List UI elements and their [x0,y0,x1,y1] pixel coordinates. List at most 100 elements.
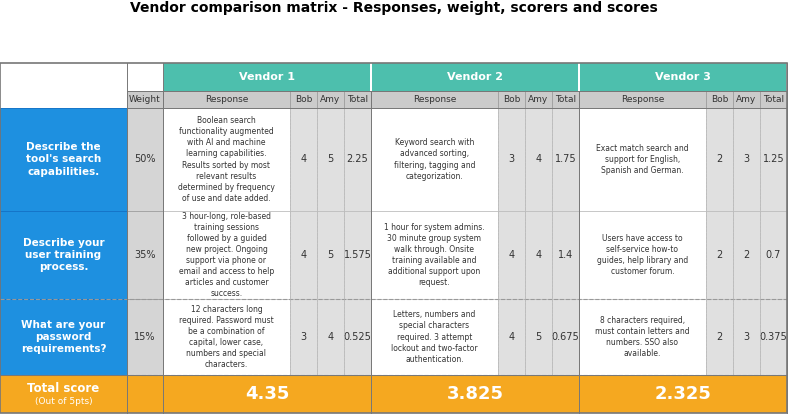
FancyBboxPatch shape [733,211,760,299]
FancyBboxPatch shape [525,299,552,375]
FancyBboxPatch shape [552,91,579,108]
Text: 0.525: 0.525 [344,332,371,342]
FancyBboxPatch shape [525,108,552,211]
FancyBboxPatch shape [760,108,787,211]
FancyBboxPatch shape [498,108,525,211]
Text: Total: Total [763,95,784,104]
Text: 1 hour for system admins.
30 minute group system
walk through. Onsite
training a: 1 hour for system admins. 30 minute grou… [385,223,485,287]
FancyBboxPatch shape [579,211,706,299]
Text: 35%: 35% [134,250,156,260]
Text: 15%: 15% [134,332,156,342]
Text: 3: 3 [508,154,515,164]
Text: Vendor 3: Vendor 3 [655,72,711,82]
FancyBboxPatch shape [579,299,706,375]
Text: 4: 4 [535,250,541,260]
FancyBboxPatch shape [370,63,372,91]
FancyBboxPatch shape [0,91,127,108]
FancyBboxPatch shape [127,211,163,299]
Text: 4: 4 [508,250,515,260]
Text: 5: 5 [327,250,333,260]
FancyBboxPatch shape [163,299,290,375]
FancyBboxPatch shape [706,211,733,299]
Text: Exact match search and
support for English,
Spanish and German.: Exact match search and support for Engli… [597,144,689,175]
Text: (Out of 5pts): (Out of 5pts) [35,396,92,405]
FancyBboxPatch shape [552,211,579,299]
Text: 2: 2 [716,154,723,164]
FancyBboxPatch shape [164,63,370,91]
Text: Response: Response [205,95,248,104]
Text: Bob: Bob [295,95,312,104]
Text: Bob: Bob [711,95,728,104]
FancyBboxPatch shape [0,211,127,299]
FancyBboxPatch shape [580,63,786,91]
Text: Describe the
tool's search
capabilities.: Describe the tool's search capabilities. [26,142,101,177]
Text: 5: 5 [535,332,541,342]
Text: 4: 4 [508,332,515,342]
FancyBboxPatch shape [127,108,163,211]
Text: 12 characters long
required. Password must
be a combination of
capital, lower ca: 12 characters long required. Password mu… [179,305,274,369]
Text: Response: Response [413,95,456,104]
FancyBboxPatch shape [290,91,317,108]
FancyBboxPatch shape [0,375,788,413]
FancyBboxPatch shape [344,299,371,375]
FancyBboxPatch shape [317,211,344,299]
FancyBboxPatch shape [0,299,127,375]
FancyBboxPatch shape [552,108,579,211]
Text: 50%: 50% [134,154,156,164]
FancyBboxPatch shape [760,299,787,375]
FancyBboxPatch shape [163,211,290,299]
Text: Letters, numbers and
special characters
required. 3 attempt
lockout and two-fact: Letters, numbers and special characters … [391,310,478,364]
Text: Vendor 2: Vendor 2 [447,72,503,82]
FancyBboxPatch shape [290,108,317,211]
Text: 1.75: 1.75 [555,154,576,164]
FancyBboxPatch shape [127,91,163,108]
Text: 2: 2 [743,250,749,260]
FancyBboxPatch shape [706,91,733,108]
FancyBboxPatch shape [344,211,371,299]
FancyBboxPatch shape [498,91,525,108]
Text: Describe your
user training
process.: Describe your user training process. [23,238,104,272]
FancyBboxPatch shape [760,211,787,299]
FancyBboxPatch shape [0,108,127,211]
FancyBboxPatch shape [706,108,733,211]
Text: Weight: Weight [129,95,161,104]
FancyBboxPatch shape [760,91,787,108]
FancyBboxPatch shape [371,299,498,375]
FancyBboxPatch shape [0,63,163,91]
Text: 8 characters required,
must contain letters and
numbers. SSO also
available.: 8 characters required, must contain lett… [595,316,690,358]
FancyBboxPatch shape [371,211,498,299]
FancyBboxPatch shape [371,91,498,108]
FancyBboxPatch shape [498,211,525,299]
Text: Response: Response [621,95,664,104]
Text: 3.825: 3.825 [447,385,504,403]
Text: 1.575: 1.575 [344,250,371,260]
Text: Keyword search with
advanced sorting,
filtering, tagging and
categorization.: Keyword search with advanced sorting, fi… [394,138,475,181]
FancyBboxPatch shape [163,91,290,108]
FancyBboxPatch shape [371,108,498,211]
Text: 4: 4 [300,154,307,164]
Text: Amy: Amy [321,95,340,104]
Text: 0.375: 0.375 [760,332,787,342]
Text: What are your
password
requirements?: What are your password requirements? [20,320,106,354]
FancyBboxPatch shape [344,91,371,108]
FancyBboxPatch shape [579,91,706,108]
FancyBboxPatch shape [733,108,760,211]
Text: 4: 4 [300,250,307,260]
Text: Amy: Amy [736,95,756,104]
Text: Total: Total [347,95,368,104]
FancyBboxPatch shape [733,91,760,108]
FancyBboxPatch shape [579,108,706,211]
Text: 4.35: 4.35 [245,385,289,403]
Text: Total score: Total score [28,381,99,395]
FancyBboxPatch shape [290,299,317,375]
FancyBboxPatch shape [317,108,344,211]
Text: 0.675: 0.675 [552,332,579,342]
Text: 1.25: 1.25 [763,154,784,164]
Text: 5: 5 [327,154,333,164]
FancyBboxPatch shape [733,299,760,375]
Text: 2: 2 [716,250,723,260]
Text: 2: 2 [716,332,723,342]
Text: Bob: Bob [503,95,520,104]
Text: 3: 3 [743,154,749,164]
FancyBboxPatch shape [552,299,579,375]
